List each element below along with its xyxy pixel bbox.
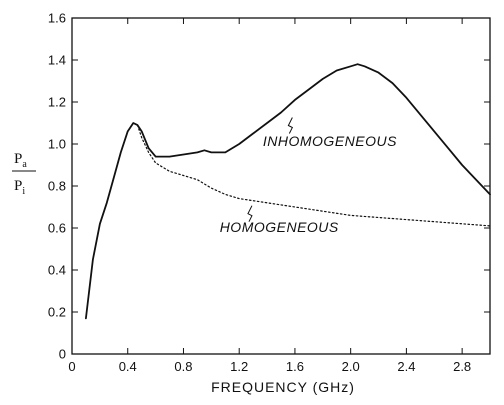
y-axis-numerator: Pa (14, 151, 27, 170)
y-tick-label: 1.2 (48, 95, 66, 110)
y-axis-title: Pa Pi (12, 151, 36, 197)
x-tick-label: 1.2 (230, 359, 248, 374)
series-layer (85, 63, 491, 320)
x-tick-label: 2.4 (397, 359, 415, 374)
x-tick-label: 2.0 (342, 359, 360, 374)
x-tick-label: 0.4 (119, 359, 137, 374)
y-ticks: 0 0.2 0.4 0.6 0.8 1.0 1.2 1.4 1.6 (48, 11, 490, 362)
plot-border (71, 17, 491, 355)
y-tick-label: 1.6 (48, 11, 66, 26)
y-tick-label: 0.8 (48, 179, 66, 194)
plot-frame (71, 17, 491, 355)
y-tick-label: 0.6 (48, 221, 66, 236)
leader-inhomogeneous (287, 117, 294, 134)
y-tick-label: 0.2 (48, 305, 66, 320)
y-axis-denominator: Pi (14, 178, 25, 197)
annotations: INHOMOGENEOUS HOMOGENEOUS (220, 117, 397, 235)
x-tick-label: 2.8 (453, 359, 471, 374)
leader-homogeneous (247, 205, 253, 222)
x-axis-title: FREQUENCY (GHz) (211, 379, 355, 395)
y-tick-label: 1.0 (48, 137, 66, 152)
x-tick-label: 0 (68, 359, 75, 374)
y-tick-label: 1.4 (48, 53, 66, 68)
series-label-inhomogeneous: INHOMOGENEOUS (263, 133, 397, 149)
y-tick-label: 0 (59, 347, 66, 362)
x-tick-label: 0.8 (174, 359, 192, 374)
x-tick-label: 1.6 (286, 359, 304, 374)
series-label-homogeneous: HOMOGENEOUS (220, 219, 339, 235)
series-line-homogeneous (136, 124, 491, 227)
y-tick-label: 0.4 (48, 263, 66, 278)
series-line-inhomogeneous (85, 63, 491, 320)
x-ticks: 0 0.4 0.8 1.2 1.6 2.0 2.4 2.8 (68, 18, 471, 374)
